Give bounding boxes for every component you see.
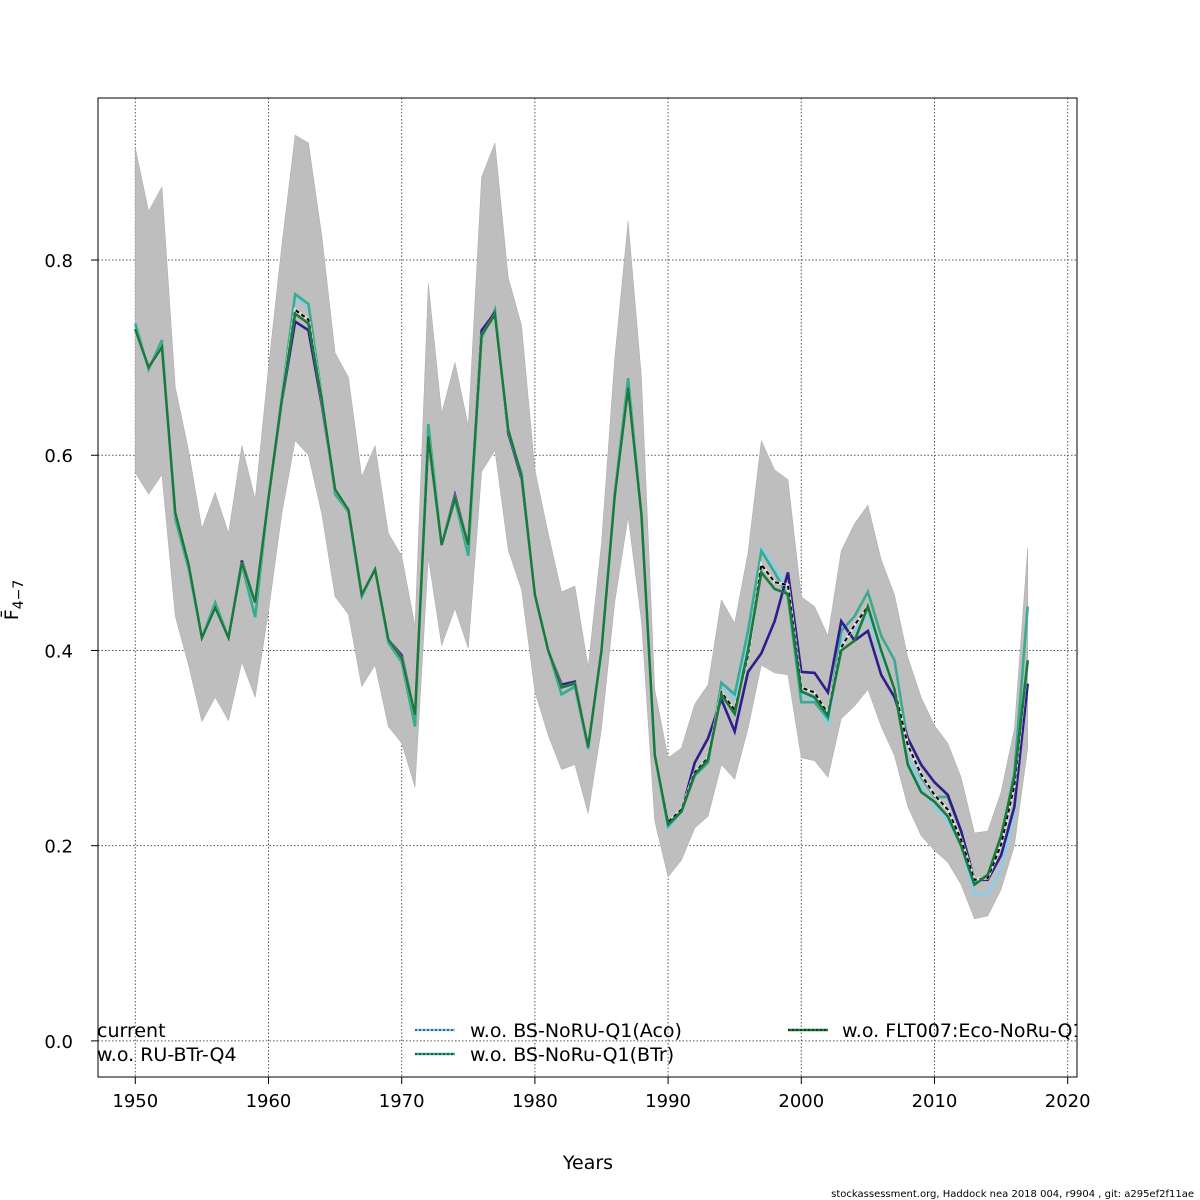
x-tick-label: 1950 <box>112 1091 158 1112</box>
x-tick-label: 1980 <box>512 1091 558 1112</box>
legend-label-current: current <box>97 1020 166 1042</box>
axes: 1950 1960 1970 1980 1990 2000 2010 2020 0.0 0.2 0.… <box>44 251 1090 1112</box>
y-tick-label: 0.4 <box>44 641 73 662</box>
y-tick-label: 0.6 <box>44 446 73 467</box>
x-tick-label: 1970 <box>379 1091 425 1112</box>
grid <box>98 98 1077 1077</box>
series-lines <box>133 291 1030 896</box>
x-tick-label: 2000 <box>778 1091 824 1112</box>
legend-label-bs-noru-q1-aco: w.o. BS-NoRU-Q1(Aco) <box>470 1020 682 1042</box>
series-line <box>134 310 1030 887</box>
x-axis-label: Years <box>562 1152 613 1174</box>
x-tick-label: 2010 <box>912 1091 958 1112</box>
y-tick-label: 0.8 <box>44 251 73 272</box>
legend-label-bs-noru-q1-btr: w.o. BS-NoRu-Q1(BTr) <box>470 1044 674 1066</box>
y-tick-label: 0.0 <box>44 1032 73 1053</box>
x-tick-label: 1960 <box>246 1091 292 1112</box>
legend-label-ru-btr-q4: w.o. RU-BTr-Q4 <box>97 1044 237 1066</box>
y-axis-label: F̄4−7 <box>0 580 27 620</box>
plot-frame <box>97 97 1078 1078</box>
confidence-band <box>135 134 1028 920</box>
x-tick-label: 1990 <box>645 1091 691 1112</box>
legend-label-flt007: w.o. FLT007:Eco-NoRu-Q1 <box>842 1020 1084 1042</box>
footer-credit: stockassessment.org, Haddock nea 2018 00… <box>831 1189 1194 1200</box>
y-tick-label: 0.2 <box>44 837 73 858</box>
x-tick-label: 2020 <box>1045 1091 1091 1112</box>
